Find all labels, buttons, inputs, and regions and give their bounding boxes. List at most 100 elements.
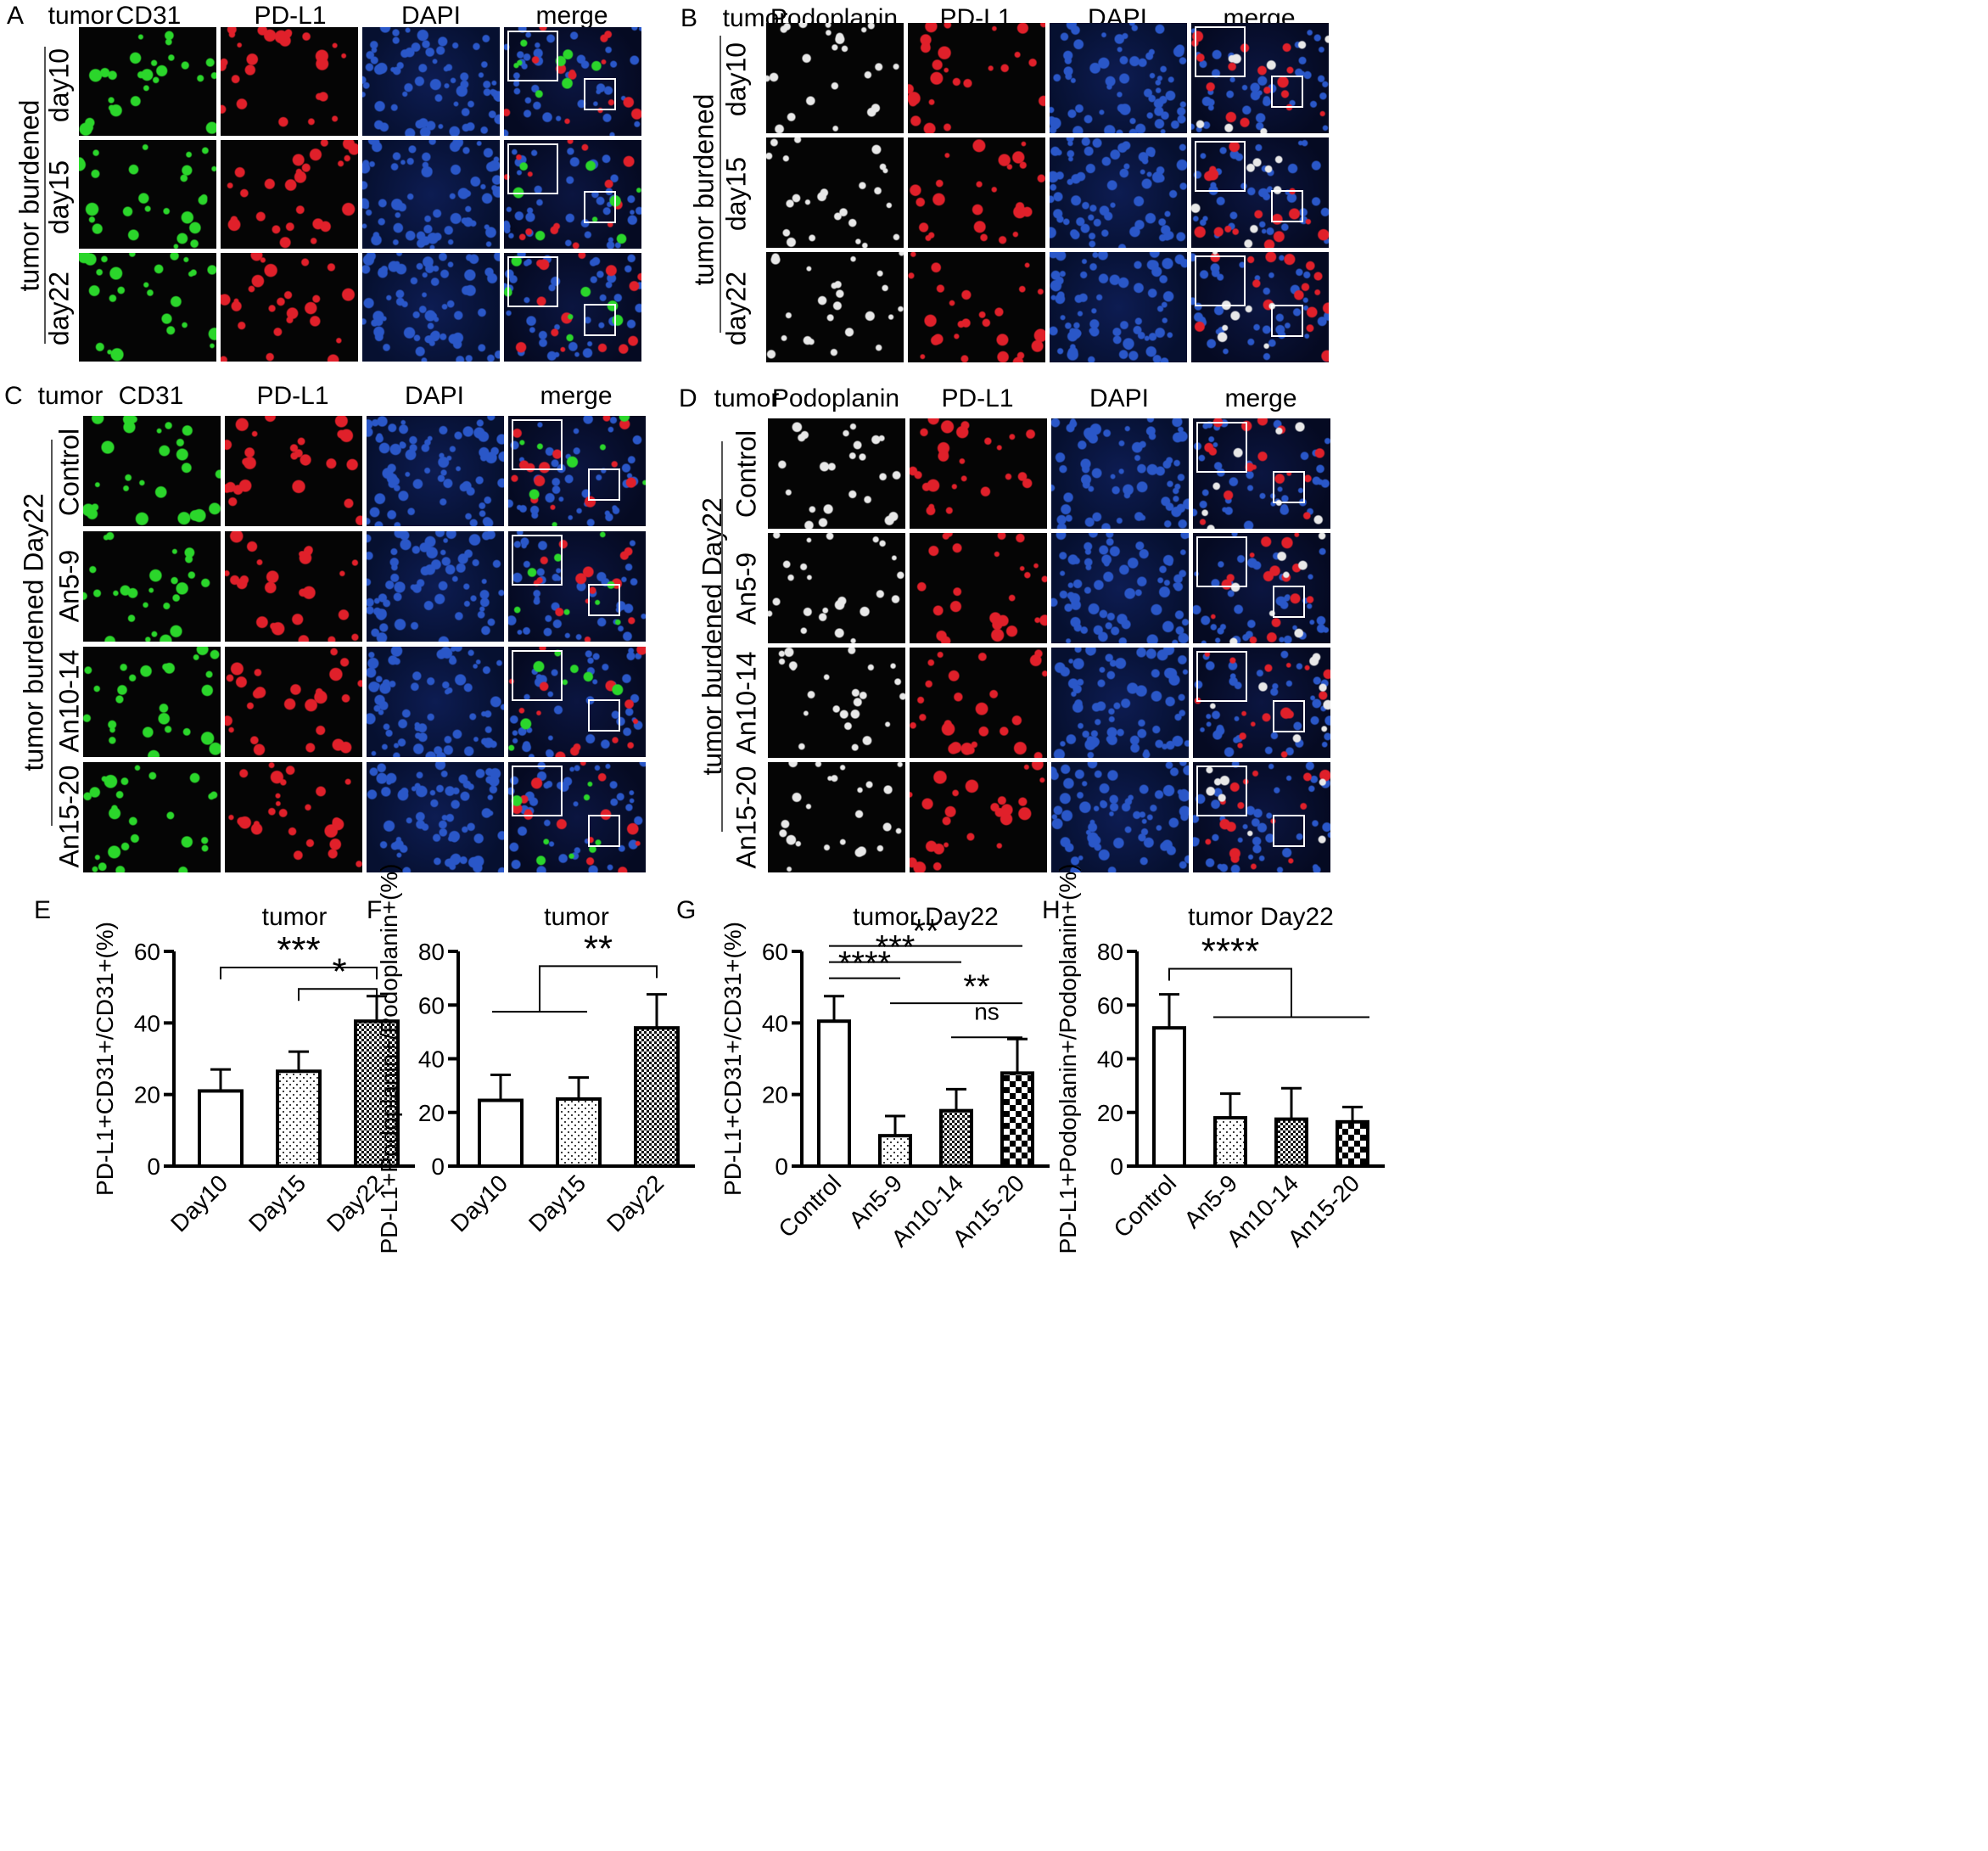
panel-c-tile bbox=[225, 416, 362, 526]
panel-a-tile bbox=[504, 27, 641, 136]
panel-b-tile bbox=[1191, 252, 1329, 362]
sig-label: *** bbox=[277, 929, 320, 971]
x-tick-label: Day10 bbox=[445, 1169, 512, 1237]
panel-b-group-bracket bbox=[720, 36, 721, 333]
sig-bracket bbox=[298, 988, 378, 1001]
y-tick-label: 20 bbox=[1097, 1100, 1123, 1126]
panel-c-tile bbox=[508, 531, 646, 642]
panel-a-header-4: merge bbox=[535, 2, 608, 30]
y-tick-label: 20 bbox=[134, 1082, 160, 1108]
panel-c-tile bbox=[508, 762, 646, 872]
panel-d-tile bbox=[1193, 533, 1330, 643]
x-tick-label: Day15 bbox=[244, 1169, 311, 1237]
panel-a-tile bbox=[79, 140, 216, 249]
panel-c-tile bbox=[83, 762, 221, 872]
x-tick-label: Day15 bbox=[524, 1169, 591, 1237]
chart-title: tumor bbox=[544, 903, 609, 931]
y-tick-label: 0 bbox=[1110, 1153, 1123, 1180]
y-tick-label: 80 bbox=[418, 939, 445, 965]
merge-roi-box bbox=[1271, 190, 1303, 222]
sig-label: ** bbox=[912, 913, 938, 951]
panel-a-letter: A bbox=[7, 2, 25, 30]
y-axis-label: PD-L1+Podoplanin+/Podoplanin+(%) bbox=[376, 864, 402, 1254]
merge-inset-box bbox=[1196, 651, 1247, 702]
panel-c-tile bbox=[508, 416, 646, 526]
bar bbox=[556, 1097, 602, 1168]
panel-c-tile bbox=[367, 531, 504, 642]
sig-label: **** bbox=[1201, 931, 1260, 973]
merge-inset-box bbox=[1196, 766, 1247, 816]
panel-b-letter: B bbox=[680, 4, 698, 32]
panel-d-tile bbox=[910, 762, 1047, 872]
x-tick-label: Control bbox=[773, 1169, 846, 1242]
panel-b-tile bbox=[1050, 252, 1187, 362]
panel-d-tile bbox=[1051, 762, 1189, 872]
panel-b-tile bbox=[1050, 23, 1187, 133]
panel-d-tile bbox=[910, 648, 1047, 758]
panel-c-tile bbox=[367, 416, 504, 526]
y-tick-label: 40 bbox=[1097, 1046, 1123, 1073]
bar bbox=[1213, 1116, 1247, 1168]
panel-c-group-bracket bbox=[51, 440, 53, 826]
panel-b-tile bbox=[766, 137, 904, 248]
bar bbox=[1152, 1026, 1186, 1168]
panel-b-tile bbox=[1191, 137, 1329, 248]
panel-d-tile bbox=[1051, 648, 1189, 758]
sig-label: * bbox=[332, 951, 346, 992]
panel-a-tile bbox=[221, 253, 358, 362]
panel-c-tile bbox=[225, 531, 362, 642]
panel-d-header-4: merge bbox=[1224, 384, 1297, 412]
chart-title: tumor bbox=[262, 903, 328, 931]
bar bbox=[1336, 1119, 1369, 1168]
chart-letter: H bbox=[1042, 896, 1061, 924]
panel-c-tile bbox=[83, 647, 221, 757]
y-axis-label: PD-L1+CD31+/CD31+(%) bbox=[720, 922, 746, 1196]
panel-c-tile bbox=[83, 416, 221, 526]
panel-a-group-bracket bbox=[44, 47, 46, 344]
panel-c-tile bbox=[367, 762, 504, 872]
panel-c-header-2: PD-L1 bbox=[256, 382, 329, 410]
y-tick-label: 0 bbox=[431, 1153, 445, 1180]
panel-d-tile bbox=[1051, 418, 1189, 529]
panel-b-tile bbox=[1050, 137, 1187, 248]
panel-a-tile bbox=[362, 253, 500, 362]
bar bbox=[939, 1108, 973, 1169]
merge-roi-box bbox=[584, 191, 616, 223]
chart-letter: F bbox=[367, 896, 382, 924]
panel-b-tile bbox=[908, 252, 1045, 362]
panel-a-tile bbox=[221, 27, 358, 136]
sig-label: ** bbox=[963, 968, 989, 1006]
bar bbox=[276, 1069, 322, 1168]
x-tick-label: Day22 bbox=[602, 1169, 669, 1237]
panel-d-tile bbox=[910, 418, 1047, 529]
panel-a-tile bbox=[362, 140, 500, 249]
panel-d-group-bracket bbox=[721, 441, 723, 832]
sig-label: *** bbox=[876, 929, 916, 967]
merge-inset-box bbox=[512, 535, 563, 586]
panel-c-tile bbox=[225, 762, 362, 872]
merge-roi-box bbox=[588, 699, 620, 732]
panel-b-tile bbox=[908, 23, 1045, 133]
panel-c-tile bbox=[367, 647, 504, 757]
panel-d-tile bbox=[768, 418, 905, 529]
merge-roi-box bbox=[588, 815, 620, 847]
panel-c-header-4: merge bbox=[540, 382, 613, 410]
y-tick-label: 40 bbox=[762, 1010, 788, 1036]
panel-d-tile bbox=[768, 533, 905, 643]
merge-roi-box bbox=[1273, 815, 1305, 847]
y-tick-label: 0 bbox=[147, 1153, 160, 1180]
sig-bracket bbox=[539, 965, 658, 1012]
chart-letter: E bbox=[34, 896, 51, 924]
bar bbox=[478, 1098, 524, 1169]
merge-inset-box bbox=[1196, 422, 1247, 473]
panel-d-header-tumor: tumor bbox=[714, 384, 780, 412]
bar bbox=[1000, 1071, 1034, 1169]
y-tick-label: 40 bbox=[134, 1010, 160, 1036]
chart-title: tumor Day22 bbox=[1188, 903, 1334, 931]
merge-roi-box bbox=[588, 584, 620, 616]
panel-c-tile bbox=[508, 647, 646, 757]
panel-d-tile bbox=[910, 533, 1047, 643]
merge-inset-box bbox=[512, 766, 563, 816]
panel-a-header-3: DAPI bbox=[400, 2, 462, 30]
panel-d-header-1: Podoplanin bbox=[771, 384, 900, 412]
